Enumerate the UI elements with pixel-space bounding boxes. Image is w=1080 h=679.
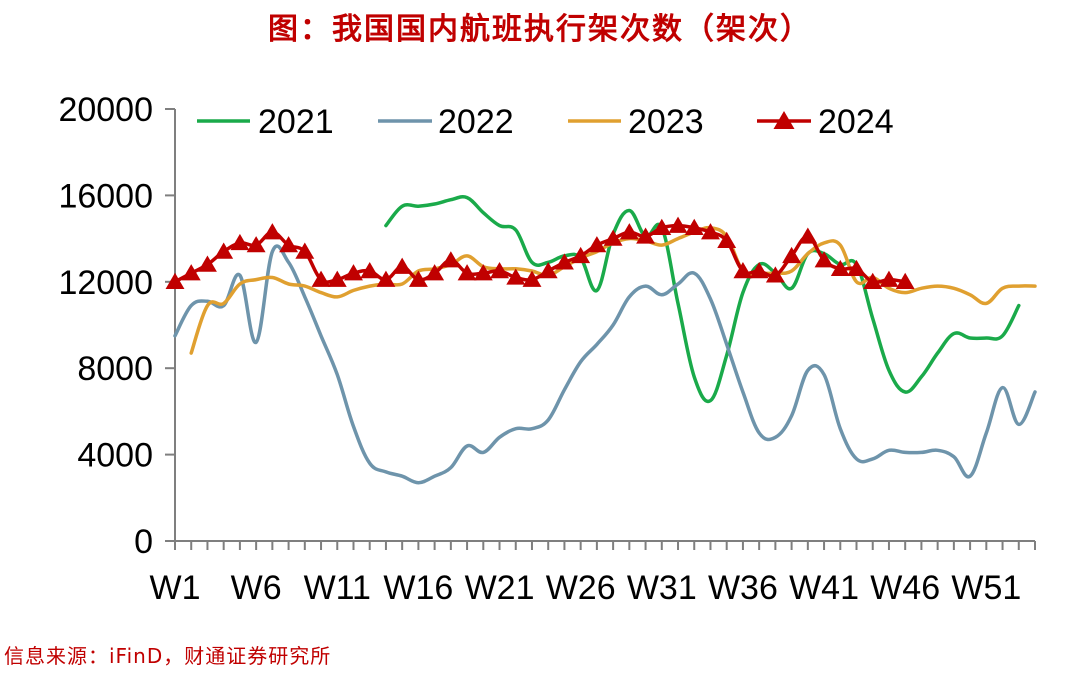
series-line-2022 bbox=[173, 244, 1037, 485]
y-tick-label: 12000 bbox=[58, 264, 153, 302]
series-2024 bbox=[165, 216, 915, 289]
legend-item-2022: 2022 bbox=[378, 103, 514, 141]
x-tick-label: W51 bbox=[951, 569, 1021, 607]
data-point-2024 bbox=[360, 262, 380, 279]
y-tick-label: 20000 bbox=[58, 91, 153, 129]
data-point-2024 bbox=[506, 268, 526, 285]
data-point-2024 bbox=[327, 270, 347, 287]
y-tick-label: 4000 bbox=[77, 437, 153, 475]
data-point-2024 bbox=[717, 231, 737, 248]
legend-label-2021: 2021 bbox=[258, 103, 334, 141]
data-point-2024 bbox=[847, 259, 866, 277]
data-point-2024 bbox=[668, 216, 688, 233]
data-point-2024 bbox=[895, 272, 915, 289]
data-point-2024 bbox=[587, 236, 607, 253]
chart-axes: 0 4000 8000 12000 16000 20000 W1 W6 W11 W16 W21 W26… bbox=[58, 91, 1036, 607]
data-point-2024 bbox=[230, 233, 250, 251]
chart-legend: 2021 2022 2023 2024 bbox=[197, 103, 894, 141]
x-tick-label: W1 bbox=[150, 569, 201, 607]
data-point-2024 bbox=[376, 270, 396, 287]
data-point-2024 bbox=[490, 262, 509, 279]
data-point-2024 bbox=[879, 270, 899, 287]
legend-label-2023: 2023 bbox=[628, 103, 704, 141]
data-point-2024 bbox=[408, 270, 428, 287]
data-point-2024 bbox=[652, 218, 672, 235]
series-line-2021 bbox=[384, 195, 1021, 404]
data-point-2024 bbox=[636, 227, 656, 244]
source-note: 信息来源：iFinD，财通证券研究所 bbox=[4, 644, 332, 668]
series-2022 bbox=[173, 244, 1037, 485]
series-2023 bbox=[189, 225, 1037, 355]
data-point-2024 bbox=[457, 264, 477, 281]
data-point-2024 bbox=[782, 246, 802, 264]
data-point-2024 bbox=[522, 270, 542, 287]
data-point-2024 bbox=[165, 272, 185, 289]
x-tick-label: W41 bbox=[789, 569, 859, 607]
y-tick-label: 16000 bbox=[58, 177, 153, 215]
data-point-2024 bbox=[473, 264, 493, 281]
y-tick-label: 8000 bbox=[77, 350, 153, 388]
legend-item-2023: 2023 bbox=[568, 103, 704, 141]
data-point-2024 bbox=[798, 227, 818, 244]
y-tick-label: 0 bbox=[134, 523, 153, 561]
data-point-2024 bbox=[246, 236, 266, 253]
x-tick-label: W6 bbox=[231, 569, 282, 607]
series-line-2023 bbox=[189, 225, 1037, 355]
chart-title: 图：我国国内航班执行架次数（架次） bbox=[268, 12, 812, 47]
data-point-2024 bbox=[295, 242, 315, 259]
data-point-2024 bbox=[344, 264, 363, 281]
data-point-2024 bbox=[311, 270, 331, 287]
x-tick-label: W21 bbox=[465, 569, 535, 607]
data-point-2024 bbox=[814, 251, 834, 268]
data-point-2024 bbox=[863, 272, 883, 289]
data-point-2024 bbox=[765, 266, 785, 283]
data-point-2024 bbox=[181, 264, 201, 281]
data-point-2024 bbox=[425, 264, 445, 281]
legend-item-2021: 2021 bbox=[197, 103, 334, 141]
data-point-2024 bbox=[733, 262, 753, 279]
legend-item-2024: 2024 bbox=[757, 103, 894, 141]
legend-marker-2024 bbox=[773, 111, 795, 129]
legend-label-2024: 2024 bbox=[818, 103, 894, 141]
data-point-2024 bbox=[830, 259, 850, 277]
data-point-2024 bbox=[571, 246, 591, 264]
data-point-2024 bbox=[749, 262, 769, 279]
x-tick-label: W11 bbox=[304, 569, 371, 607]
data-point-2024 bbox=[684, 218, 704, 235]
data-point-2024 bbox=[392, 257, 412, 274]
series-2021 bbox=[384, 195, 1021, 404]
data-point-2024 bbox=[701, 223, 720, 240]
data-point-2024 bbox=[262, 223, 282, 240]
x-tick-label: W46 bbox=[870, 569, 940, 607]
legend-label-2022: 2022 bbox=[438, 103, 514, 141]
data-point-2024 bbox=[441, 251, 461, 268]
x-tick-label: W16 bbox=[383, 569, 453, 607]
series-layer bbox=[165, 195, 1037, 485]
data-point-2024 bbox=[619, 223, 639, 240]
data-point-2024 bbox=[603, 229, 623, 246]
x-tick-label: W26 bbox=[546, 569, 616, 607]
data-point-2024 bbox=[554, 253, 574, 270]
data-point-2024 bbox=[279, 236, 299, 253]
data-point-2024 bbox=[198, 255, 217, 272]
x-tick-label: W31 bbox=[627, 569, 697, 607]
data-point-2024 bbox=[538, 262, 558, 279]
data-point-2024 bbox=[214, 242, 234, 259]
x-tick-label: W36 bbox=[708, 569, 778, 607]
